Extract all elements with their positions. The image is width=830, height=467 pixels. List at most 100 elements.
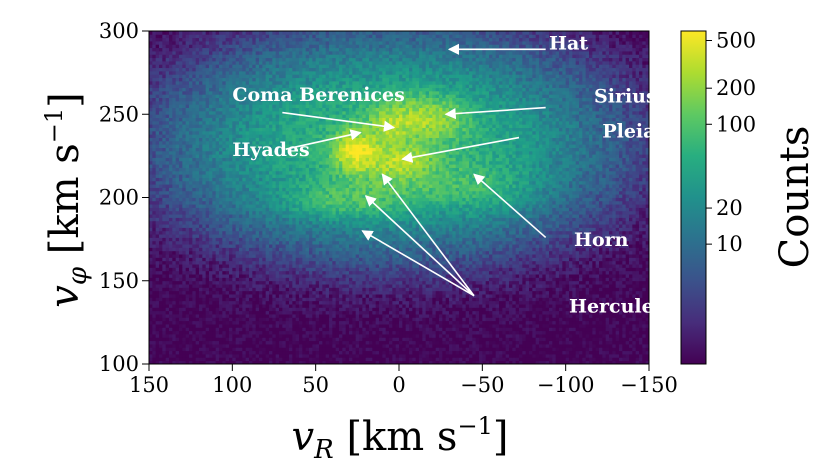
heatmap-cell: [492, 360, 497, 365]
heatmap-cell: [595, 320, 600, 325]
heatmap-cell: [255, 260, 260, 265]
heatmap-cell: [575, 350, 580, 355]
heatmap-cell: [629, 344, 633, 348]
heatmap-cell: [435, 310, 440, 315]
heatmap-cell: [239, 304, 243, 308]
heatmap-cell: [312, 270, 317, 275]
heatmap-cell: [172, 330, 177, 335]
heatmap-cell: [422, 307, 427, 312]
heatmap-cell: [595, 280, 600, 285]
heatmap-cell: [559, 294, 563, 298]
heatmap-cell: [342, 310, 347, 315]
heatmap-cell: [419, 300, 423, 305]
heatmap-cell: [512, 330, 517, 335]
heatmap-cell: [262, 314, 267, 318]
heatmap-cell: [439, 350, 443, 355]
heatmap-cell: [229, 270, 233, 275]
heatmap-cell: [352, 254, 357, 258]
heatmap-cell: [362, 257, 367, 262]
heatmap-cell: [442, 304, 447, 308]
heatmap-cell: [315, 327, 320, 332]
heatmap-cell: [562, 294, 567, 298]
heatmap-cell: [199, 290, 203, 295]
heatmap-cell: [189, 284, 193, 288]
heatmap-cell: [599, 287, 603, 292]
heatmap-cell: [302, 297, 307, 302]
heatmap-cell: [422, 314, 427, 318]
heatmap-cell: [522, 324, 527, 328]
heatmap-cell: [542, 307, 547, 312]
heatmap-cell: [282, 350, 287, 355]
heatmap-cell: [172, 300, 177, 305]
heatmap-cell: [169, 254, 173, 258]
heatmap-cell: [595, 267, 600, 272]
heatmap-cell: [412, 254, 417, 258]
heatmap-cell: [305, 307, 310, 312]
heatmap-cell: [562, 320, 567, 325]
heatmap-cell: [472, 330, 477, 335]
heatmap-cell: [269, 260, 273, 265]
heatmap-cell: [389, 304, 393, 308]
heatmap-cell: [355, 267, 360, 272]
heatmap-cell: [452, 290, 457, 295]
heatmap-cell: [405, 274, 410, 278]
heatmap-cell: [439, 257, 443, 262]
heatmap-cell: [455, 314, 460, 318]
heatmap-cell: [265, 350, 270, 355]
heatmap-cell: [362, 347, 367, 352]
heatmap-cell: [415, 270, 420, 275]
heatmap-cell: [565, 267, 570, 272]
heatmap-cell: [232, 260, 237, 265]
heatmap-cell: [282, 290, 287, 295]
heatmap-cell: [185, 284, 190, 288]
heatmap-cell: [469, 297, 473, 302]
heatmap-cell: [375, 350, 380, 355]
heatmap-cell: [442, 347, 447, 352]
heatmap-cell: [555, 340, 560, 345]
heatmap-cell: [199, 260, 203, 265]
heatmap-cell: [249, 277, 253, 282]
heatmap-cell: [629, 317, 633, 322]
heatmap-cell: [582, 287, 587, 292]
heatmap-cell: [552, 297, 557, 302]
heatmap-cell: [405, 294, 410, 298]
heatmap-cell: [192, 337, 197, 342]
heatmap-cell: [625, 327, 630, 332]
heatmap-cell: [645, 317, 650, 322]
heatmap-cell: [455, 324, 460, 328]
heatmap-cell: [495, 340, 500, 345]
heatmap-cell: [355, 277, 360, 282]
heatmap-cell: [522, 347, 527, 352]
heatmap-cell: [212, 250, 217, 255]
heatmap-cell: [435, 307, 440, 312]
heatmap-cell: [452, 354, 457, 358]
heatmap-cell: [432, 327, 437, 332]
heatmap-cell: [439, 344, 443, 348]
heatmap-cell: [295, 320, 300, 325]
heatmap-cell: [202, 354, 207, 358]
heatmap-cell: [162, 327, 167, 332]
heatmap-cell: [172, 304, 177, 308]
heatmap-cell: [402, 267, 407, 272]
heatmap-cell: [152, 280, 157, 285]
heatmap-cell: [155, 354, 160, 358]
heatmap-cell: [282, 330, 287, 335]
heatmap-cell: [489, 347, 493, 352]
heatmap-cell: [595, 300, 600, 305]
heatmap-cell: [205, 324, 210, 328]
heatmap-cell: [319, 260, 323, 265]
heatmap-cell: [585, 310, 590, 315]
heatmap-cell: [199, 334, 203, 338]
heatmap-cell: [605, 274, 610, 278]
heatmap-cell: [479, 310, 483, 315]
heatmap-cell: [539, 300, 543, 305]
heatmap-cell: [619, 347, 623, 352]
heatmap-cell: [579, 337, 583, 342]
heatmap-cell: [349, 267, 353, 272]
heatmap-cell: [575, 347, 580, 352]
heatmap-cell: [292, 290, 297, 295]
heatmap-cell: [295, 267, 300, 272]
heatmap-cell: [462, 300, 467, 305]
heatmap-cell: [265, 264, 270, 268]
heatmap-cell: [619, 340, 623, 345]
